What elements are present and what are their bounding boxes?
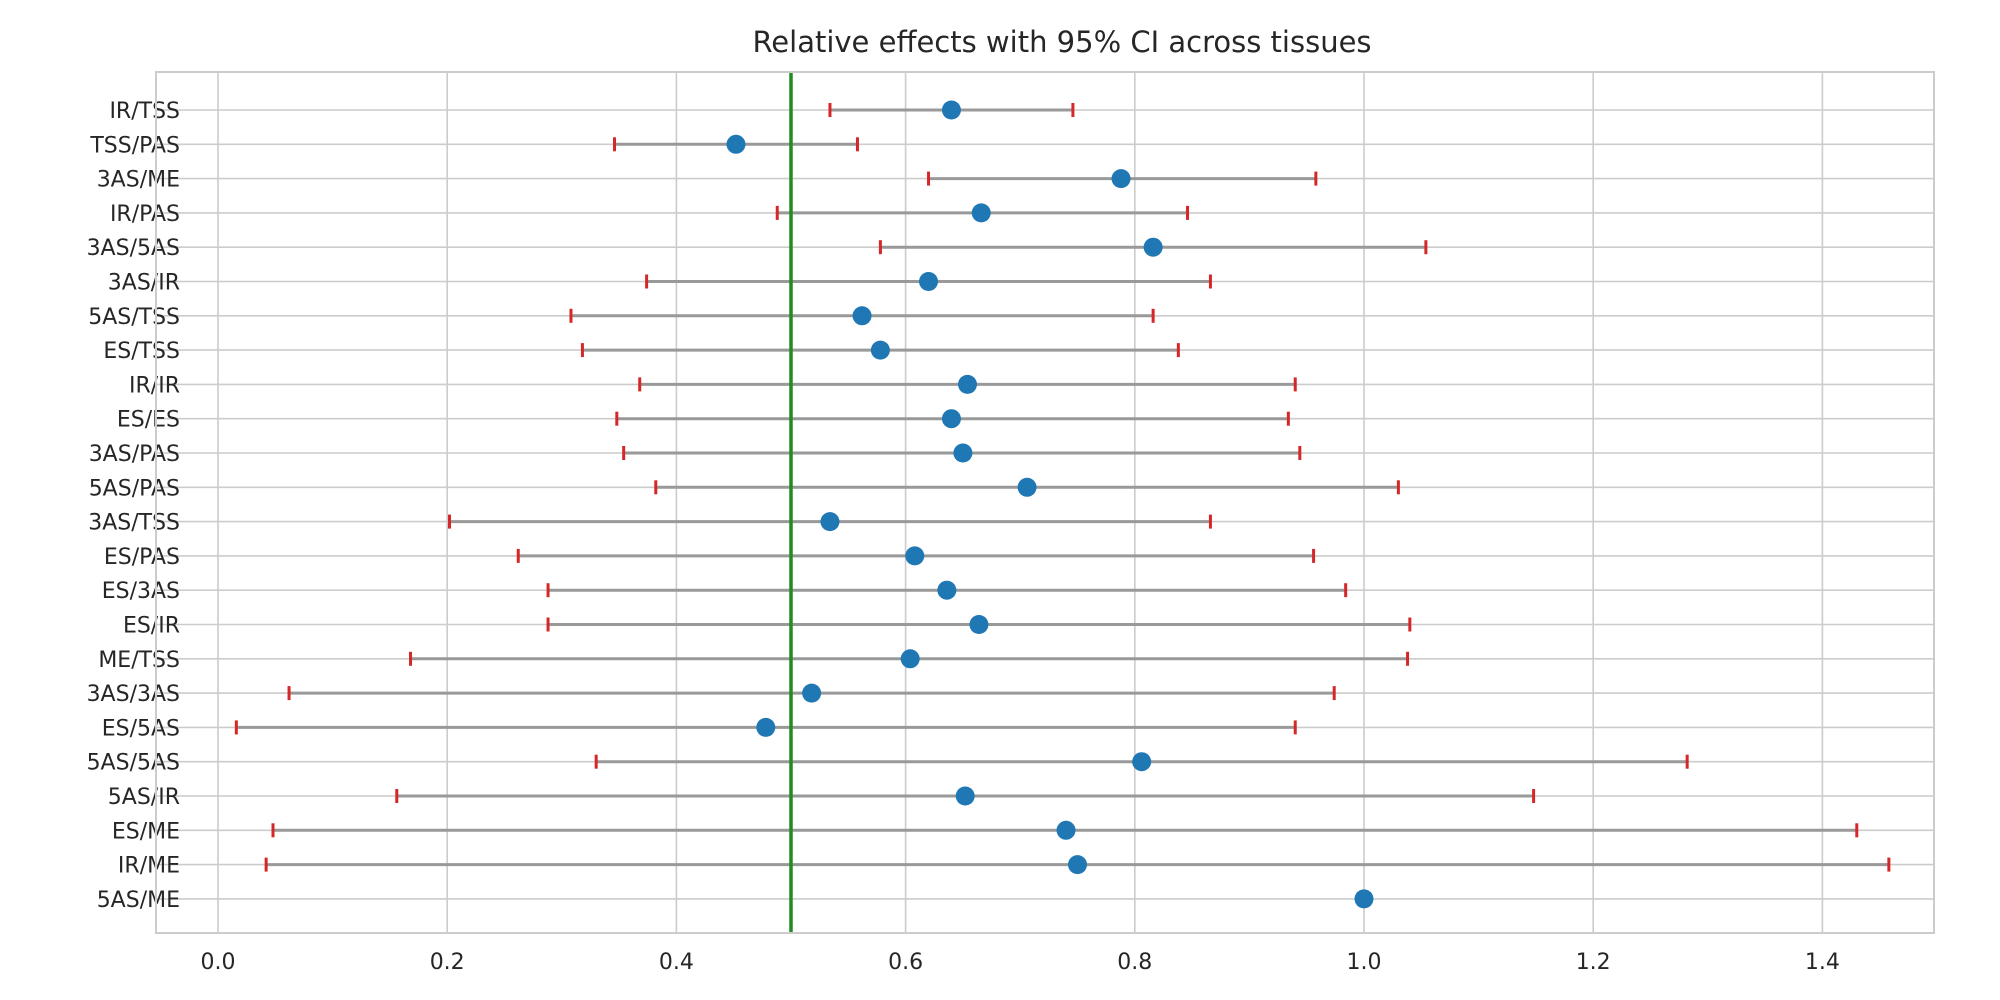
- estimate-point: [1143, 237, 1163, 257]
- y-tick-label: 3AS/5AS: [87, 236, 180, 261]
- estimate-point: [820, 512, 840, 532]
- y-tick-label: 5AS/5AS: [87, 751, 180, 776]
- y-tick-label: 5AS/ME: [97, 888, 180, 913]
- y-tick-label: IR/IR: [129, 373, 180, 398]
- estimate-point: [971, 203, 991, 223]
- x-tick-label: 1.4: [1805, 950, 1840, 975]
- estimate-point: [957, 374, 977, 394]
- estimate-point: [941, 409, 961, 429]
- plot-frame: [155, 71, 1935, 934]
- y-tick-label: 3AS/ME: [97, 168, 180, 193]
- y-tick-label: IR/TSS: [109, 99, 180, 124]
- y-tick-label: 5AS/PAS: [89, 476, 180, 501]
- y-tick-label: ES/TSS: [103, 339, 180, 364]
- y-tick-label: 5AS/TSS: [88, 305, 180, 330]
- y-tick-label: ES/ME: [112, 819, 180, 844]
- estimate-point: [870, 340, 890, 360]
- estimate-point: [905, 546, 925, 566]
- estimate-point: [969, 615, 989, 634]
- y-tick-label: ES/3AS: [102, 579, 180, 604]
- y-tick-label: 3AS/3AS: [87, 682, 180, 707]
- estimate-point: [802, 683, 822, 703]
- estimate-point: [1354, 889, 1374, 909]
- estimate-point: [852, 306, 872, 326]
- estimate-point: [919, 272, 939, 291]
- x-tick-label: 0.4: [659, 950, 694, 975]
- y-tick-label: 3AS/PAS: [89, 442, 180, 467]
- y-tick-label: IR/PAS: [110, 202, 180, 227]
- x-tick-label: 1.0: [1347, 950, 1382, 975]
- y-tick-label: ES/IR: [123, 614, 180, 639]
- estimate-point: [955, 786, 975, 806]
- y-tick-label: 3AS/IR: [108, 271, 180, 296]
- estimate-point: [1017, 477, 1037, 497]
- y-tick-labels: IR/TSS TSS/PAS 3AS/ME IR/PAS 3AS/5AS 3AS/IR 5A…: [87, 99, 180, 913]
- y-tick-label: 5AS/IR: [108, 785, 180, 810]
- y-tick-label: 3AS/TSS: [88, 511, 180, 536]
- estimate-point: [941, 100, 961, 120]
- estimate-point: [756, 717, 776, 737]
- estimate-point: [953, 443, 973, 463]
- y-tick-label: ES/5AS: [102, 716, 180, 741]
- estimate-point: [937, 580, 957, 600]
- point-estimates: [726, 100, 1374, 909]
- estimate-point: [1068, 855, 1087, 875]
- y-tick-label: ES/ES: [117, 408, 180, 433]
- estimate-point: [1056, 820, 1076, 840]
- y-tick-label: ES/PAS: [104, 545, 180, 570]
- estimate-point: [900, 649, 920, 669]
- x-tick-label: 0.6: [888, 950, 923, 975]
- chart-title: Relative effects with 95% CI across tiss…: [752, 25, 1371, 59]
- y-tick-label: TSS/PAS: [89, 133, 180, 158]
- y-tick-label: ME/TSS: [98, 648, 180, 673]
- x-tick-label: 0.2: [430, 950, 465, 975]
- estimate-point: [1111, 169, 1131, 189]
- x-tick-label: 0.8: [1117, 950, 1152, 975]
- x-tick-labels: 0.0 0.2 0.4 0.6 0.8 1.0 1.2 1.4: [201, 950, 1840, 975]
- estimate-point: [726, 134, 746, 154]
- estimate-point: [1132, 752, 1152, 772]
- x-tick-label: 0.0: [201, 950, 236, 975]
- gridlines: [156, 72, 1934, 933]
- x-tick-label: 1.2: [1576, 950, 1611, 975]
- y-tick-label: IR/ME: [118, 854, 180, 879]
